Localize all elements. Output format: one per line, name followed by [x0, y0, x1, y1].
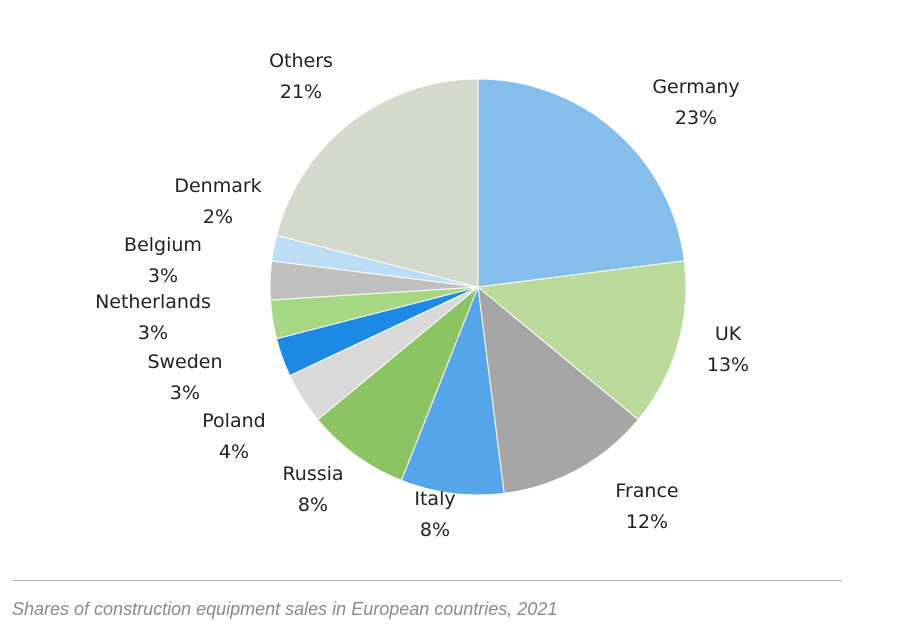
slice-label: Netherlands — [95, 291, 211, 313]
slice-value-label: 3% — [170, 382, 200, 404]
slice-value-label: 12% — [626, 511, 668, 533]
slice-label: Others — [269, 50, 333, 72]
slice-label: Sweden — [147, 351, 222, 373]
slice-label: Italy — [414, 488, 455, 510]
slice-label: Denmark — [174, 175, 261, 197]
slice-value-label: 8% — [298, 494, 328, 516]
pie-slice-others — [275, 78, 479, 288]
slice-value-label: 23% — [675, 107, 717, 129]
pie-slice-uk — [476, 260, 687, 421]
slice-label: Belgium — [124, 234, 202, 256]
slice-value-label: 2% — [203, 206, 233, 228]
divider — [12, 580, 842, 581]
slice-label: Russia — [282, 463, 343, 485]
pie-slice-france — [477, 285, 639, 494]
slice-value-label: 3% — [148, 265, 178, 287]
pie-slice-italy — [400, 286, 505, 496]
slice-label: Germany — [652, 76, 739, 98]
slice-value-label: 8% — [420, 519, 450, 541]
slice-value-label: 4% — [219, 441, 249, 463]
slice-label: France — [615, 480, 678, 502]
slice-value-label: 13% — [707, 354, 749, 376]
slice-value-label: 21% — [280, 81, 322, 103]
chart-caption: Shares of construction equipment sales i… — [12, 599, 558, 619]
pie-slice-russia — [317, 286, 479, 482]
pie-slice-germany — [477, 78, 685, 288]
slice-label: UK — [715, 323, 742, 345]
slice-value-label: 3% — [138, 322, 168, 344]
slice-label: Poland — [202, 410, 265, 432]
pie-chart: Germany 23% UK 13% France 12% Italy 8% Russia 8% P… — [95, 50, 749, 541]
